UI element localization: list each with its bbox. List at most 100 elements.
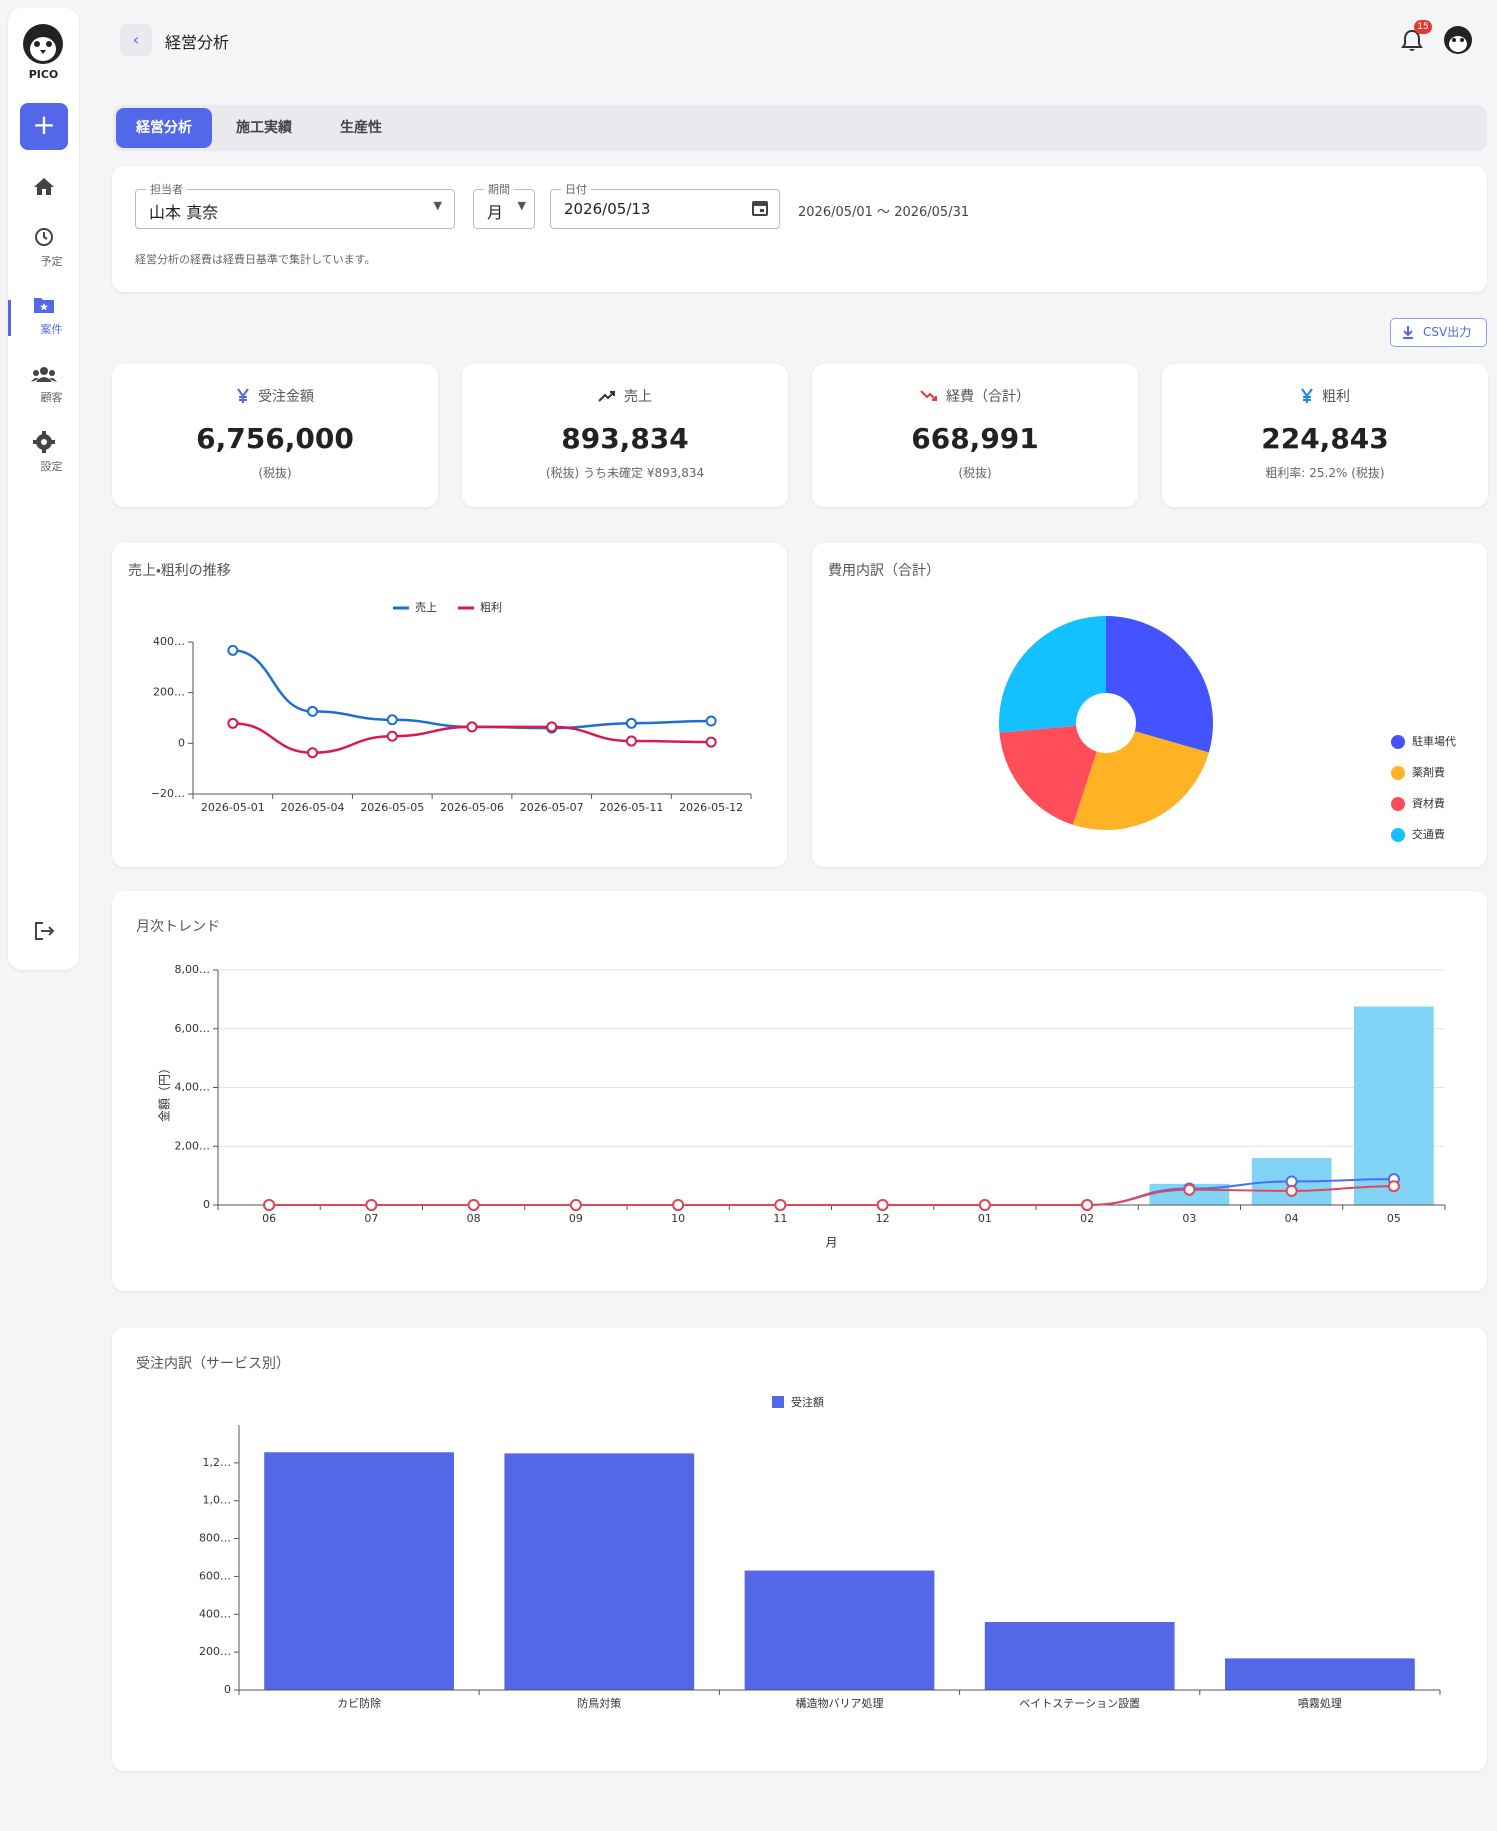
x-tick-label: ベイトステーション設置: [1019, 1697, 1140, 1710]
y-tick-label: 400…: [199, 1607, 231, 1620]
nav-item[interactable]: 設定: [40, 460, 63, 473]
point: [569, 1199, 582, 1211]
field-value: 月: [487, 203, 504, 222]
x-tick-label: 04: [1285, 1212, 1299, 1225]
page-title: 経営分析: [165, 33, 230, 52]
kpi-sub: (税抜): [258, 466, 292, 480]
yen-icon: [1301, 388, 1313, 403]
chart: 400… 200… 0 −20… 2026-05-01 2026-05-04 2026-05…: [151, 601, 752, 814]
bar: [1225, 1658, 1415, 1690]
kpi-label: 売上: [624, 389, 652, 405]
point: [1387, 1180, 1400, 1193]
assignee-select[interactable]: 担当者 山本 真奈 ▼: [135, 181, 455, 229]
kpi-card: 受注金額 6,756,000 (税抜): [112, 364, 438, 507]
y-tick-label: 1,0…: [203, 1494, 232, 1507]
legend-label: 薬剤費: [1412, 765, 1445, 779]
home-icon[interactable]: [33, 176, 55, 196]
point: [263, 1199, 276, 1211]
chart-card: 月次トレンド 0 2,00… 4,00… 6,00… 8,00… 06 07 08 09 10 11 1…: [112, 891, 1487, 1291]
settings-icon[interactable]: [33, 431, 55, 453]
logout-icon[interactable]: [33, 920, 55, 942]
kpi-sub: 粗利率: 25.2% (税抜): [1265, 466, 1385, 480]
bar: [1353, 1006, 1434, 1205]
chart-card: 受注内訳（サービス別） 0 200… 400… 600… 800… 1,0… 1,2… 受注額カ…: [112, 1328, 1487, 1771]
x-tick-label: 2026-05-11: [599, 801, 663, 814]
legend-label: 売上: [415, 601, 437, 614]
date-range: 2026/05/01 〜 2026/05/31: [798, 205, 970, 220]
x-tick-label: 2026-05-05: [360, 801, 424, 814]
point: [705, 715, 717, 727]
y-tick-label: 1,2…: [203, 1456, 232, 1469]
customers-icon[interactable]: [31, 366, 57, 382]
pie-slice: [999, 725, 1097, 825]
legend-swatch: [1391, 766, 1405, 780]
field-label: 日付: [561, 181, 591, 197]
calendar-icon[interactable]: [751, 199, 769, 217]
x-tick-label: 12: [876, 1212, 890, 1225]
download-icon: [1403, 326, 1413, 339]
field-value: 2026/05/13: [564, 200, 651, 218]
point: [307, 705, 319, 717]
y-tick-label: 6,00…: [175, 1022, 211, 1035]
kpi-label: 粗利: [1322, 389, 1350, 405]
kpi-value: 668,991: [911, 422, 1039, 455]
kpi-value: 224,843: [1261, 422, 1389, 455]
nav-item[interactable]: 予定: [40, 255, 63, 268]
kpi-value: 893,834: [561, 422, 689, 455]
projects-icon[interactable]: [33, 295, 55, 315]
y-axis-label: 金額（円）: [158, 1062, 172, 1122]
schedule-icon[interactable]: [33, 225, 55, 247]
legend-label: 資材費: [1412, 796, 1445, 810]
line: [269, 1185, 1394, 1206]
x-tick-label: 02: [1080, 1212, 1094, 1225]
kpi-value: 6,756,000: [196, 422, 354, 455]
x-tick-label: 2026-05-07: [520, 801, 584, 814]
back-button[interactable]: ‹: [120, 24, 152, 56]
x-tick-label: 防鳥対策: [577, 1696, 621, 1710]
avatar[interactable]: [1443, 25, 1473, 55]
notification-badge: 15: [1414, 20, 1432, 34]
kpi-card: 粗利 224,843 粗利率: 25.2% (税抜): [1162, 364, 1488, 507]
add-button[interactable]: +: [20, 103, 68, 150]
y-tick-label: 0: [178, 736, 185, 749]
point: [1081, 1199, 1094, 1211]
legend-swatch: [1391, 828, 1405, 842]
filter-card: 担当者 山本 真奈 ▼ 期間月 ▼ 日付 2026/05/13 2026/05/01 〜…: [112, 166, 1487, 292]
field-label: 期間: [484, 181, 514, 197]
tab[interactable]: 施工実績: [236, 120, 292, 136]
date-input[interactable]: 日付 2026/05/13: [550, 181, 780, 229]
kpi-card: 売上 893,834 (税抜) うち未確定 ¥893,834: [462, 364, 788, 507]
y-tick-label: 200…: [199, 1645, 231, 1658]
chart-title: 受注内訳（サービス別）: [136, 1356, 290, 1372]
field-label: 担当者: [146, 181, 187, 197]
tab[interactable]: 生産性: [340, 120, 382, 136]
point: [1285, 1184, 1298, 1197]
point: [307, 747, 319, 759]
pie-slice: [1106, 616, 1213, 753]
tab[interactable]: 経営分析: [116, 108, 212, 148]
chart-title: 売上・粗利の推移: [128, 563, 231, 579]
nav-item[interactable]: 顧客: [40, 391, 63, 404]
x-tick-label: 05: [1387, 1212, 1401, 1225]
csv-button[interactable]: CSV出力: [1390, 318, 1487, 347]
kpi-label: 受注金額: [258, 389, 314, 405]
x-tick-label: 11: [773, 1212, 787, 1225]
legend-swatch: [1391, 735, 1405, 749]
period-select[interactable]: 期間月 ▼: [473, 181, 535, 229]
point: [774, 1199, 787, 1211]
tab-bar: 経営分析 施工実績 生産性: [113, 105, 1487, 151]
x-tick-label: 03: [1182, 1212, 1196, 1225]
point: [625, 735, 637, 747]
csv-label: CSV出力: [1423, 325, 1472, 339]
legend-swatch: [1391, 797, 1405, 811]
nav-item[interactable]: 案件: [40, 323, 63, 336]
point: [467, 1199, 480, 1211]
y-tick-label: 8,00…: [175, 963, 211, 976]
y-tick-label: 4,00…: [175, 1081, 211, 1094]
line: [232, 649, 712, 730]
chart-card: 売上・粗利の推移 400… 200… 0 −20… 2026-05-01 2026-05-0…: [112, 543, 787, 867]
bar: [264, 1452, 454, 1690]
point: [1183, 1183, 1196, 1196]
y-tick-label: 400…: [153, 635, 185, 648]
